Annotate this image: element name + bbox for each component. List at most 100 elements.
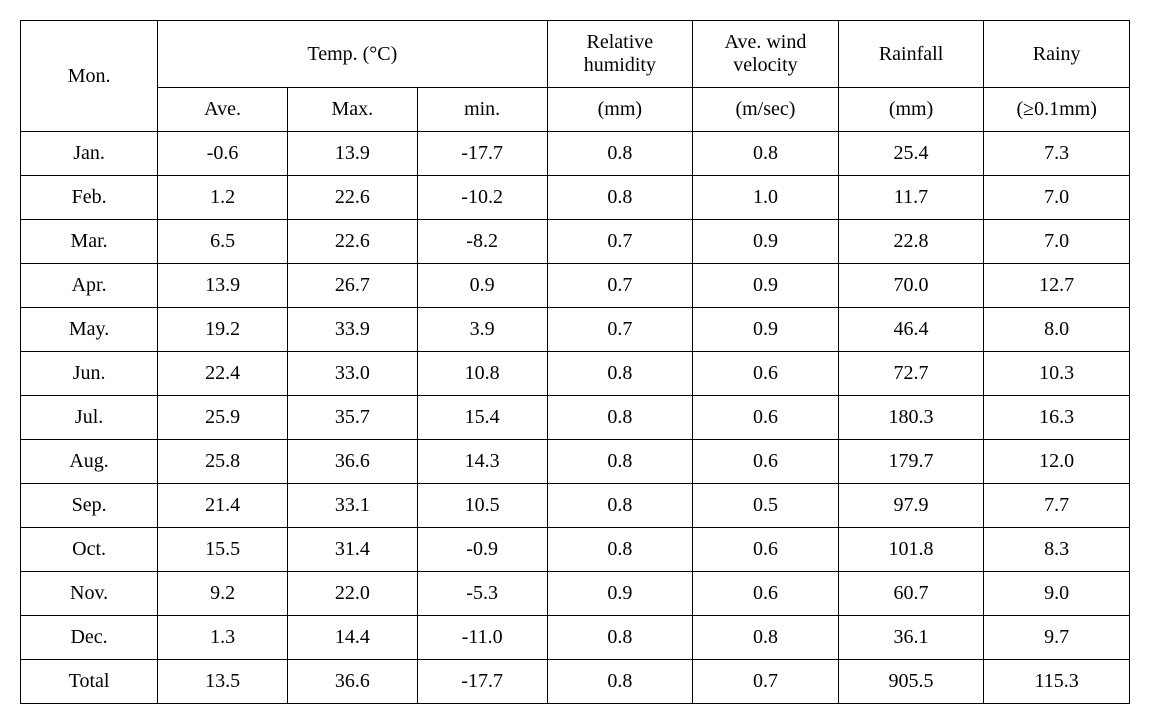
col-wind: Ave. wind velocity — [693, 21, 839, 88]
cell-rainy: 7.3 — [984, 132, 1130, 176]
cell-rainfall: 25.4 — [838, 132, 984, 176]
cell-rainy: 8.0 — [984, 308, 1130, 352]
cell-month: May. — [21, 308, 158, 352]
col-temp-max: Max. — [287, 88, 417, 132]
cell-rainfall: 101.8 — [838, 528, 984, 572]
table-header: Mon. Temp. (°C) Relative humidity Ave. w… — [21, 21, 1130, 132]
cell-rh: 0.8 — [547, 440, 693, 484]
cell-rh: 0.8 — [547, 616, 693, 660]
cell-temp-min: -10.2 — [417, 176, 547, 220]
table-row: Jun.22.433.010.80.80.672.710.3 — [21, 352, 1130, 396]
cell-wind: 0.6 — [693, 352, 839, 396]
cell-temp-max: 26.7 — [287, 264, 417, 308]
cell-wind: 1.0 — [693, 176, 839, 220]
cell-rh: 0.8 — [547, 484, 693, 528]
table-row: Aug.25.836.614.30.80.6179.712.0 — [21, 440, 1130, 484]
cell-temp-max: 14.4 — [287, 616, 417, 660]
table-row: Apr.13.926.70.90.70.970.012.7 — [21, 264, 1130, 308]
cell-temp-min: -5.3 — [417, 572, 547, 616]
cell-temp-max: 36.6 — [287, 660, 417, 704]
cell-temp-ave: 1.3 — [158, 616, 288, 660]
cell-rainy: 9.0 — [984, 572, 1130, 616]
table-row: Total13.536.6-17.70.80.7905.5115.3 — [21, 660, 1130, 704]
cell-wind: 0.7 — [693, 660, 839, 704]
table-row: Oct.15.531.4-0.90.80.6101.88.3 — [21, 528, 1130, 572]
cell-wind: 0.8 — [693, 132, 839, 176]
cell-rainy: 8.3 — [984, 528, 1130, 572]
cell-wind: 0.6 — [693, 572, 839, 616]
cell-temp-max: 33.0 — [287, 352, 417, 396]
cell-temp-max: 36.6 — [287, 440, 417, 484]
cell-rainfall: 11.7 — [838, 176, 984, 220]
cell-temp-max: 22.0 — [287, 572, 417, 616]
cell-temp-min: 10.5 — [417, 484, 547, 528]
cell-temp-min: 10.8 — [417, 352, 547, 396]
cell-rh: 0.7 — [547, 264, 693, 308]
cell-temp-min: -17.7 — [417, 132, 547, 176]
cell-month: Total — [21, 660, 158, 704]
cell-temp-max: 31.4 — [287, 528, 417, 572]
table-row: Feb.1.222.6-10.20.81.011.77.0 — [21, 176, 1130, 220]
cell-rainy: 7.7 — [984, 484, 1130, 528]
cell-temp-min: 0.9 — [417, 264, 547, 308]
table-row: Dec.1.314.4-11.00.80.836.19.7 — [21, 616, 1130, 660]
col-temp-group: Temp. (°C) — [158, 21, 547, 88]
cell-rainfall: 22.8 — [838, 220, 984, 264]
cell-temp-ave: 21.4 — [158, 484, 288, 528]
table-row: May.19.233.93.90.70.946.48.0 — [21, 308, 1130, 352]
cell-rainfall: 36.1 — [838, 616, 984, 660]
table-body: Jan.-0.613.9-17.70.80.825.47.3Feb.1.222.… — [21, 132, 1130, 704]
cell-temp-ave: 6.5 — [158, 220, 288, 264]
cell-month: Jul. — [21, 396, 158, 440]
cell-rainfall: 97.9 — [838, 484, 984, 528]
cell-month: Jun. — [21, 352, 158, 396]
cell-rainy: 16.3 — [984, 396, 1130, 440]
cell-temp-ave: 19.2 — [158, 308, 288, 352]
cell-rainfall: 70.0 — [838, 264, 984, 308]
cell-temp-ave: 25.9 — [158, 396, 288, 440]
cell-rh: 0.8 — [547, 132, 693, 176]
cell-rh: 0.8 — [547, 528, 693, 572]
cell-rainfall: 179.7 — [838, 440, 984, 484]
cell-wind: 0.5 — [693, 484, 839, 528]
cell-wind: 0.6 — [693, 528, 839, 572]
col-wind-unit: (m/sec) — [693, 88, 839, 132]
cell-month: Jan. — [21, 132, 158, 176]
cell-temp-min: -8.2 — [417, 220, 547, 264]
cell-temp-ave: 13.9 — [158, 264, 288, 308]
cell-month: Feb. — [21, 176, 158, 220]
cell-wind: 0.9 — [693, 220, 839, 264]
col-month: Mon. — [21, 21, 158, 132]
cell-temp-min: 3.9 — [417, 308, 547, 352]
cell-rainy: 7.0 — [984, 176, 1130, 220]
cell-rh: 0.7 — [547, 308, 693, 352]
cell-rh: 0.7 — [547, 220, 693, 264]
cell-month: Sep. — [21, 484, 158, 528]
table-row: Sep.21.433.110.50.80.597.97.7 — [21, 484, 1130, 528]
cell-temp-max: 13.9 — [287, 132, 417, 176]
table-row: Mar.6.522.6-8.20.70.922.87.0 — [21, 220, 1130, 264]
cell-temp-ave: 1.2 — [158, 176, 288, 220]
cell-temp-max: 22.6 — [287, 220, 417, 264]
cell-rainfall: 905.5 — [838, 660, 984, 704]
cell-month: Dec. — [21, 616, 158, 660]
cell-month: Mar. — [21, 220, 158, 264]
header-row-2: Ave. Max. min. (mm) (m/sec) (mm) (≥0.1mm… — [21, 88, 1130, 132]
cell-rainy: 7.0 — [984, 220, 1130, 264]
cell-month: Apr. — [21, 264, 158, 308]
cell-rainy: 12.0 — [984, 440, 1130, 484]
cell-temp-min: -11.0 — [417, 616, 547, 660]
cell-temp-max: 35.7 — [287, 396, 417, 440]
cell-rh: 0.8 — [547, 176, 693, 220]
cell-rainy: 9.7 — [984, 616, 1130, 660]
cell-temp-ave: 13.5 — [158, 660, 288, 704]
cell-temp-ave: 25.8 — [158, 440, 288, 484]
col-rainy: Rainy — [984, 21, 1130, 88]
col-rh-unit: (mm) — [547, 88, 693, 132]
cell-temp-min: -17.7 — [417, 660, 547, 704]
cell-temp-min: 14.3 — [417, 440, 547, 484]
cell-temp-ave: 22.4 — [158, 352, 288, 396]
cell-month: Nov. — [21, 572, 158, 616]
cell-temp-max: 33.9 — [287, 308, 417, 352]
cell-rh: 0.9 — [547, 572, 693, 616]
